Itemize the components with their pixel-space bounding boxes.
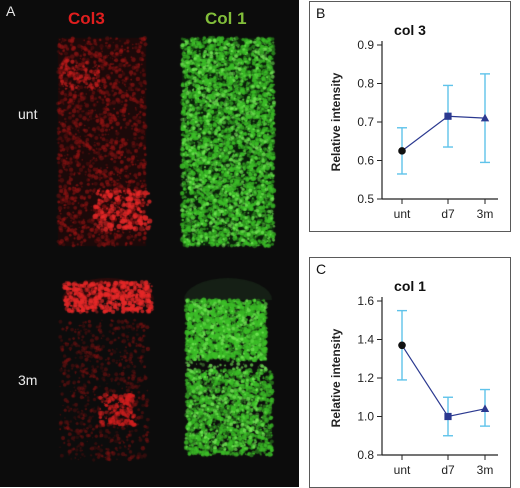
y-tick-label: 1.4 (357, 333, 374, 347)
y-tick-label: 1.2 (357, 371, 374, 385)
chart-panel-b: 0.5 0.6 0.7 0.8 0.9 unt d7 3m Relative intensity… (309, 1, 511, 232)
panel-label-a: A (6, 3, 16, 19)
chart-b-plot: 0.5 0.6 0.7 0.8 0.9 unt d7 3m Relative intensity (329, 38, 498, 221)
panel-label-c: C (316, 261, 327, 277)
stain-label-col3: Col3 (68, 9, 105, 28)
data-point-circle (398, 147, 406, 155)
x-tick-label: 3m (477, 207, 494, 221)
y-tick-label: 0.7 (357, 115, 374, 129)
x-tick-label: unt (394, 463, 411, 477)
y-tick-label: 0.5 (357, 192, 374, 206)
chart-panel-c: 0.8 1.0 1.2 1.4 1.6 unt d7 3m Relative intensity… (309, 257, 511, 488)
micrograph-panel: A Col3 Col 1 unt 3m (0, 0, 299, 487)
y-tick-label: 0.6 (357, 154, 374, 168)
series-line (401, 344, 486, 418)
data-point-triangle (480, 113, 490, 122)
row-label-unt: unt (18, 106, 38, 122)
data-point-circle (398, 341, 406, 350)
data-point-square (444, 412, 452, 421)
y-tick-label: 0.8 (357, 77, 374, 91)
chart-title: col 3 (394, 22, 426, 38)
y-tick-label: 1.6 (357, 294, 374, 308)
y-tick-label: 0.9 (357, 38, 374, 52)
x-tick-label: unt (394, 207, 411, 221)
y-tick-label: 0.8 (357, 448, 374, 462)
x-tick-label: d7 (441, 207, 455, 221)
y-axis-label: Relative intensity (329, 328, 343, 427)
micrograph-image (0, 0, 299, 487)
x-tick-label: 3m (477, 463, 494, 477)
row-label-3m: 3m (18, 372, 38, 388)
stain-label-col1: Col 1 (205, 9, 247, 28)
y-tick-label: 1.0 (357, 410, 374, 424)
chart-title: col 1 (394, 278, 426, 294)
panel-label-b: B (316, 5, 326, 21)
data-point-triangle (480, 404, 490, 412)
series-line (401, 115, 486, 152)
data-point-square (444, 112, 452, 120)
x-tick-label: d7 (441, 463, 455, 477)
y-axis-label: Relative intensity (329, 72, 343, 171)
chart-c-plot: 0.8 1.0 1.2 1.4 1.6 unt d7 3m Relative intensity (329, 294, 498, 477)
